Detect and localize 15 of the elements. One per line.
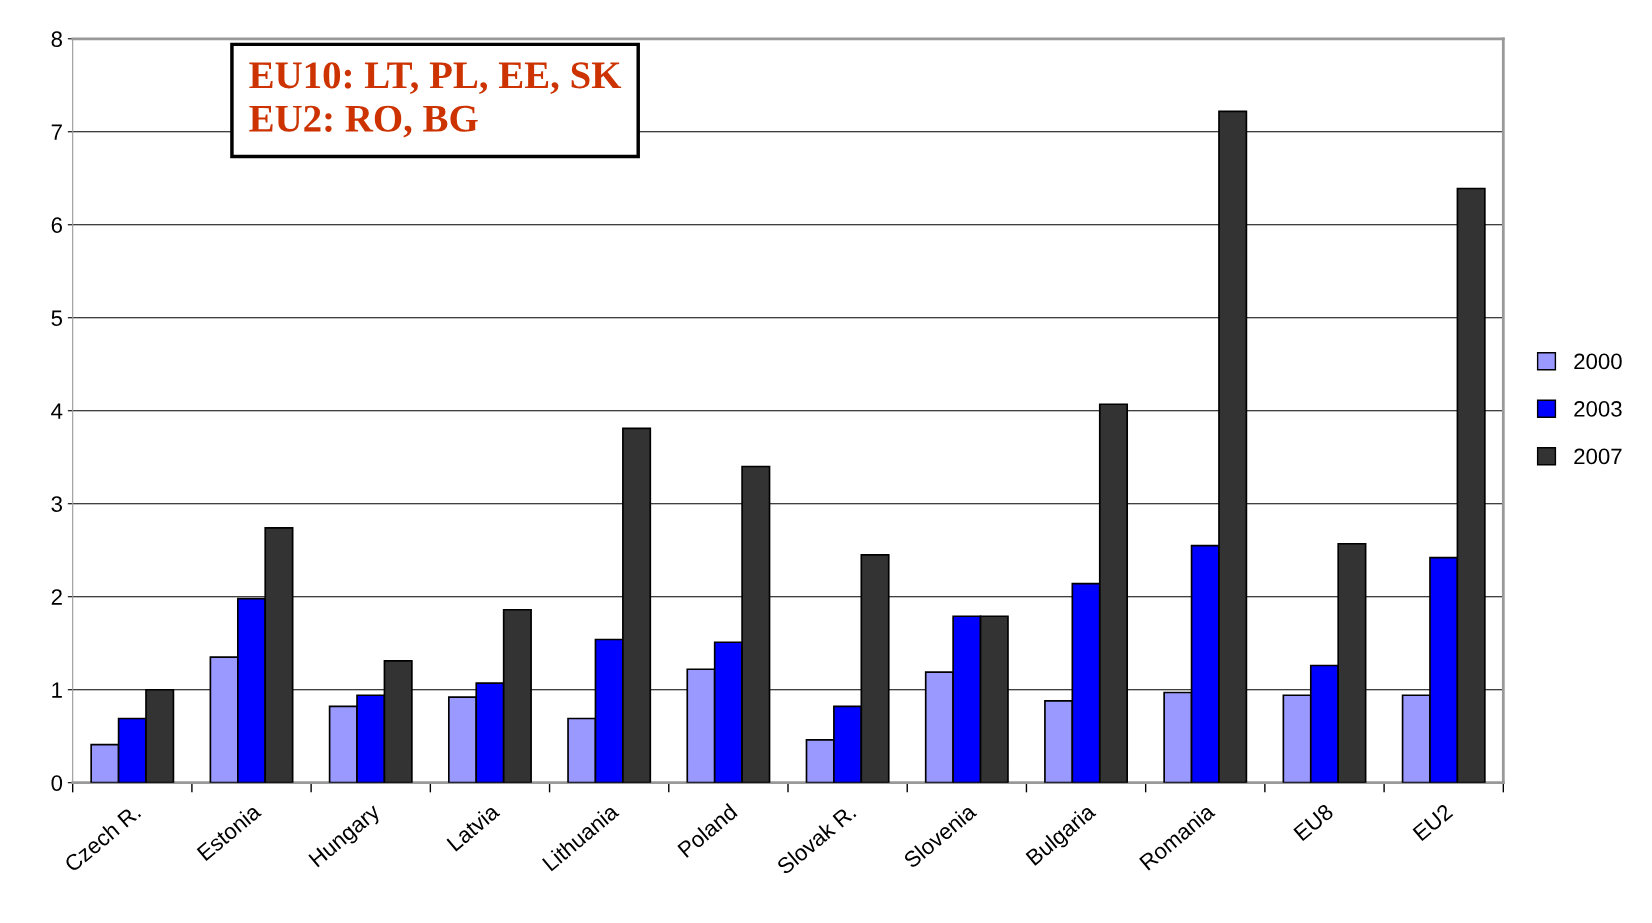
legend-label: 2000	[1574, 353, 1622, 370]
y-tick-label: 2	[51, 589, 62, 605]
y-tick-label: 0	[51, 775, 63, 791]
y-tick-label: 4	[51, 403, 63, 419]
y-tick-label: 6	[51, 217, 62, 234]
y-tick-label: 8	[51, 31, 62, 48]
y-tick-label: 7	[51, 124, 62, 140]
y-tick-label: 5	[51, 310, 63, 327]
legend-label: 2003	[1574, 401, 1622, 417]
x-tick-label: EU2	[1412, 803, 1454, 842]
x-tick-label: EU8	[1293, 803, 1335, 842]
y-tick-label: 3	[51, 496, 62, 512]
legend-label: 2007	[1574, 448, 1622, 465]
annotation: EU10: LT, PL, EE, SK EU2: RO, BG	[249, 62, 622, 138]
y-tick-label: 1	[52, 682, 62, 698]
